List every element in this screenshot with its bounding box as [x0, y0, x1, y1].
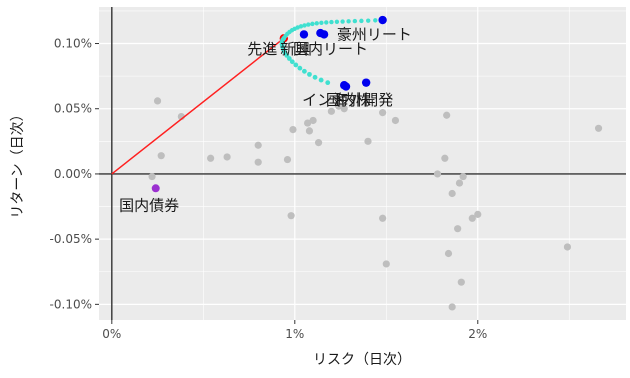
- annotation-label: 国内リート: [293, 40, 368, 58]
- annotation-label: 国内株: [326, 91, 371, 109]
- frontier-point: [302, 23, 307, 28]
- other-asset-point: [443, 111, 451, 119]
- other-asset-point: [563, 243, 572, 251]
- annotation-label: 海外開発: [333, 91, 393, 109]
- y-tick-label: -0.05%: [50, 232, 92, 246]
- efficient-frontier: [279, 17, 385, 86]
- frontier-point: [325, 80, 331, 86]
- frontier-point: [293, 62, 299, 68]
- other-asset-point: [340, 105, 348, 113]
- asset-point: [341, 82, 351, 91]
- y-tick-label: 0.05%: [54, 102, 92, 116]
- frontier-point: [366, 18, 371, 23]
- frontier-point: [318, 77, 324, 83]
- other-asset-point: [153, 97, 162, 105]
- other-assets-points: [148, 97, 603, 311]
- x-tick-label: 2%: [468, 327, 487, 341]
- frontier-point: [310, 21, 315, 27]
- other-asset-point: [314, 139, 323, 147]
- y-tick-label: 0.10%: [54, 37, 92, 51]
- other-asset-point: [441, 154, 449, 162]
- frontier-point: [359, 18, 364, 24]
- x-tick-label: 0%: [102, 327, 121, 341]
- other-asset-point: [391, 116, 400, 125]
- other-asset-point: [455, 179, 464, 187]
- other-asset-point: [379, 109, 387, 117]
- other-asset-point: [454, 225, 462, 233]
- frontier-point: [298, 24, 304, 29]
- other-asset-point: [148, 172, 156, 181]
- other-asset-point: [287, 212, 295, 220]
- frontier-point: [340, 19, 345, 24]
- other-asset-point: [289, 125, 297, 134]
- other-asset-point: [468, 214, 476, 222]
- other-asset-point: [382, 260, 390, 268]
- other-asset-point: [433, 170, 442, 178]
- other-asset-point: [364, 137, 372, 145]
- other-asset-point: [283, 155, 292, 164]
- asset-point: [378, 15, 387, 25]
- frontier-point: [319, 20, 324, 26]
- annotation-label: 先進: [247, 40, 277, 58]
- other-asset-point: [594, 124, 603, 132]
- other-asset-point: [457, 278, 465, 286]
- other-asset-point: [254, 141, 262, 149]
- other-asset-point: [309, 116, 317, 125]
- other-asset-point: [379, 214, 387, 222]
- asset-point: [319, 30, 329, 39]
- frontier-point: [324, 20, 329, 25]
- annotation-label: 新興: [280, 40, 310, 58]
- y-axis-title: リターン（日次）: [10, 107, 26, 218]
- zero-lines: [99, 7, 626, 320]
- frontier-point: [297, 65, 303, 71]
- x-tick-label: 1%: [285, 327, 304, 341]
- y-axis-ticks: -0.10% -0.05% 0.00% 0.05% 0.10%: [50, 37, 99, 311]
- frontier-point: [289, 59, 295, 65]
- y-tick-label: -0.10%: [50, 297, 92, 311]
- frontier-point: [307, 71, 312, 77]
- frontier-point: [286, 56, 292, 61]
- other-asset-point: [459, 172, 467, 181]
- asset-points: [151, 15, 387, 193]
- x-axis-ticks: 0% 1% 2%: [102, 320, 487, 341]
- grid-minor: [99, 7, 626, 320]
- other-asset-point: [207, 154, 215, 162]
- other-asset-point: [327, 107, 335, 115]
- annotation-label: インド: [302, 91, 347, 109]
- other-asset-point: [448, 189, 456, 198]
- other-asset-point: [157, 152, 165, 160]
- x-axis-title: リスク（日次）: [313, 352, 411, 368]
- other-asset-point: [474, 210, 482, 218]
- frontier-point: [352, 18, 358, 24]
- other-asset-point: [223, 153, 231, 161]
- annotation-label: 豪州リート: [337, 26, 412, 44]
- frontier-point: [306, 22, 311, 27]
- frontier-point: [334, 19, 340, 24]
- frontier-point: [329, 19, 334, 25]
- other-asset-point: [448, 303, 456, 311]
- frontier-point: [312, 74, 318, 80]
- other-asset-point: [335, 102, 343, 110]
- annotation-label: 国内債券: [119, 196, 179, 214]
- asset-point: [299, 30, 309, 39]
- frontier-point: [346, 19, 351, 24]
- frontier-point: [373, 18, 378, 23]
- plot-panel: [99, 7, 626, 320]
- tangent-line: [111, 37, 285, 175]
- domestic-bond-point: [151, 184, 160, 193]
- other-asset-point: [444, 249, 453, 258]
- asset-point: [361, 78, 371, 87]
- other-asset-point: [305, 127, 314, 135]
- frontier-point: [302, 68, 307, 74]
- frontier-point: [314, 21, 319, 26]
- other-asset-point: [254, 158, 262, 166]
- y-tick-label: 0.00%: [54, 167, 92, 181]
- other-asset-point: [304, 119, 312, 127]
